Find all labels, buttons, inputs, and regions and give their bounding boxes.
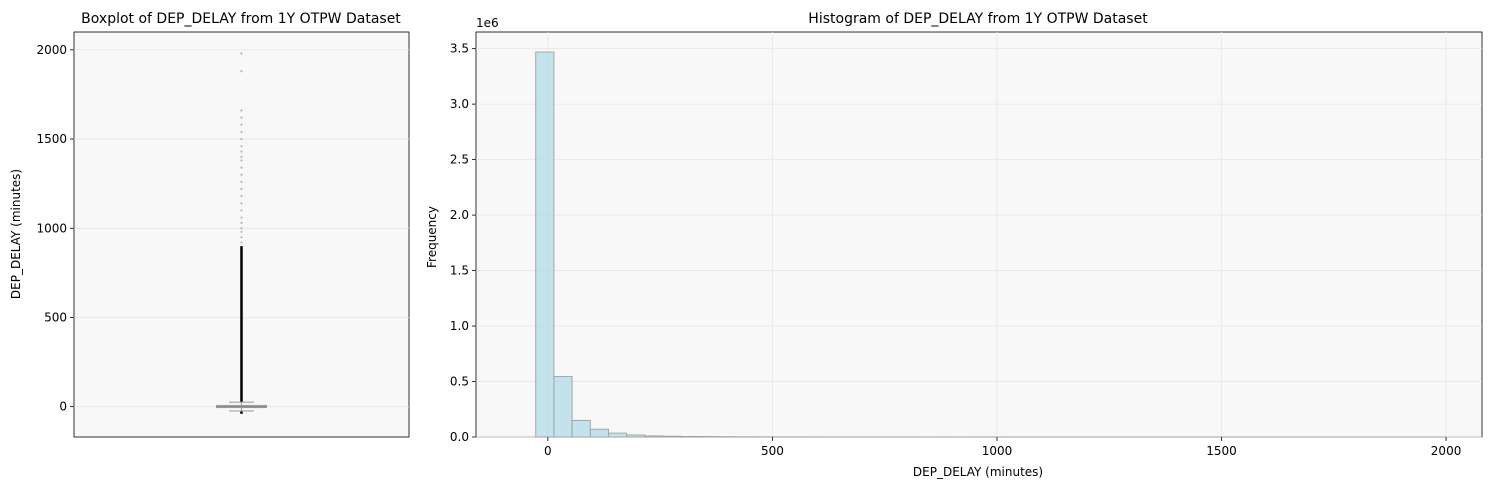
outlier-point (240, 195, 243, 198)
boxplot-y-axis-label: DEP_DELAY (minutes) (9, 169, 23, 299)
outlier-point (240, 221, 243, 225)
y-tick-label: 500 (44, 310, 67, 324)
histogram-bar (626, 434, 646, 438)
y-tick-label: 3.5 (450, 42, 469, 56)
outlier-point (240, 137, 243, 141)
outlier-point (240, 236, 243, 239)
histogram-panel: Histogram of DEP_DELAY from 1Y OTPW Data… (425, 11, 1483, 479)
histogram-x-ticks: 0 500 1000 1500 2000 (544, 437, 1461, 458)
outlier-point (240, 209, 243, 212)
boxplot-title: Boxplot of DEP_DELAY from 1Y OTPW Datase… (81, 11, 401, 27)
outlier-point (240, 116, 243, 119)
y-tick-label: 1.0 (450, 319, 469, 333)
outlier-point (240, 70, 243, 73)
outlier-point (240, 230, 243, 233)
outlier-point (240, 166, 243, 169)
histogram-bar (571, 419, 591, 438)
histogram-x-axis-label: DEP_DELAY (minutes) (913, 465, 1043, 479)
y-tick-label: 1.5 (450, 264, 469, 278)
histogram-y-ticks: 0.0 0.5 1.0 1.5 2.0 2.5 3.0 3.5 (450, 42, 476, 444)
x-tick-label: 1500 (1206, 444, 1237, 458)
histogram-title: Histogram of DEP_DELAY from 1Y OTPW Data… (808, 11, 1148, 27)
outlier-point (240, 145, 243, 148)
outlier-point (240, 180, 243, 183)
y-tick-label: 0 (59, 400, 67, 414)
y-tick-label: 0.0 (450, 430, 469, 444)
outlier-point (240, 159, 243, 162)
outlier-point (240, 130, 243, 134)
histogram-bar (608, 432, 628, 438)
boxplot-panel: Boxplot of DEP_DELAY from 1Y OTPW Datase… (9, 11, 410, 438)
boxplot-box (216, 401, 267, 412)
y-tick-label: 2.0 (450, 208, 469, 222)
y-tick-label: 3.0 (450, 97, 469, 111)
y-tick-label: 2000 (36, 43, 67, 57)
histogram-bar (680, 435, 700, 438)
y-tick-label: 0.5 (450, 375, 469, 389)
outlier-point (240, 109, 243, 112)
histogram-y-multiplier: 1e6 (476, 16, 499, 30)
histogram-plot-area (475, 31, 1483, 438)
outlier-point (240, 187, 243, 191)
histogram-bar (662, 435, 682, 438)
x-tick-label: 1000 (982, 444, 1013, 458)
y-tick-label: 1000 (36, 221, 67, 235)
boxplot-y-ticks: 0 500 1000 1500 2000 (36, 43, 74, 414)
outlier-point (240, 173, 243, 176)
histogram-bar (553, 376, 573, 438)
outlier-point (240, 52, 243, 55)
outlier-point (240, 155, 243, 158)
outlier-point (240, 123, 243, 126)
histogram-y-axis-label: Frequency (425, 206, 439, 268)
x-tick-label: 2000 (1431, 444, 1462, 458)
histogram-bars (535, 51, 1446, 438)
histogram-bar (589, 428, 609, 438)
histogram-bar (535, 51, 555, 438)
y-tick-label: 1500 (36, 132, 67, 146)
y-tick-label: 2.5 (450, 153, 469, 167)
x-tick-label: 0 (544, 444, 552, 458)
boxplot-outliers (240, 52, 243, 414)
outlier-point (240, 227, 243, 230)
outlier-point (240, 216, 243, 219)
histogram-bar (644, 435, 664, 438)
outlier-point (240, 241, 243, 244)
outlier-point (240, 150, 243, 153)
x-tick-label: 500 (761, 444, 784, 458)
outlier-point (240, 202, 243, 205)
